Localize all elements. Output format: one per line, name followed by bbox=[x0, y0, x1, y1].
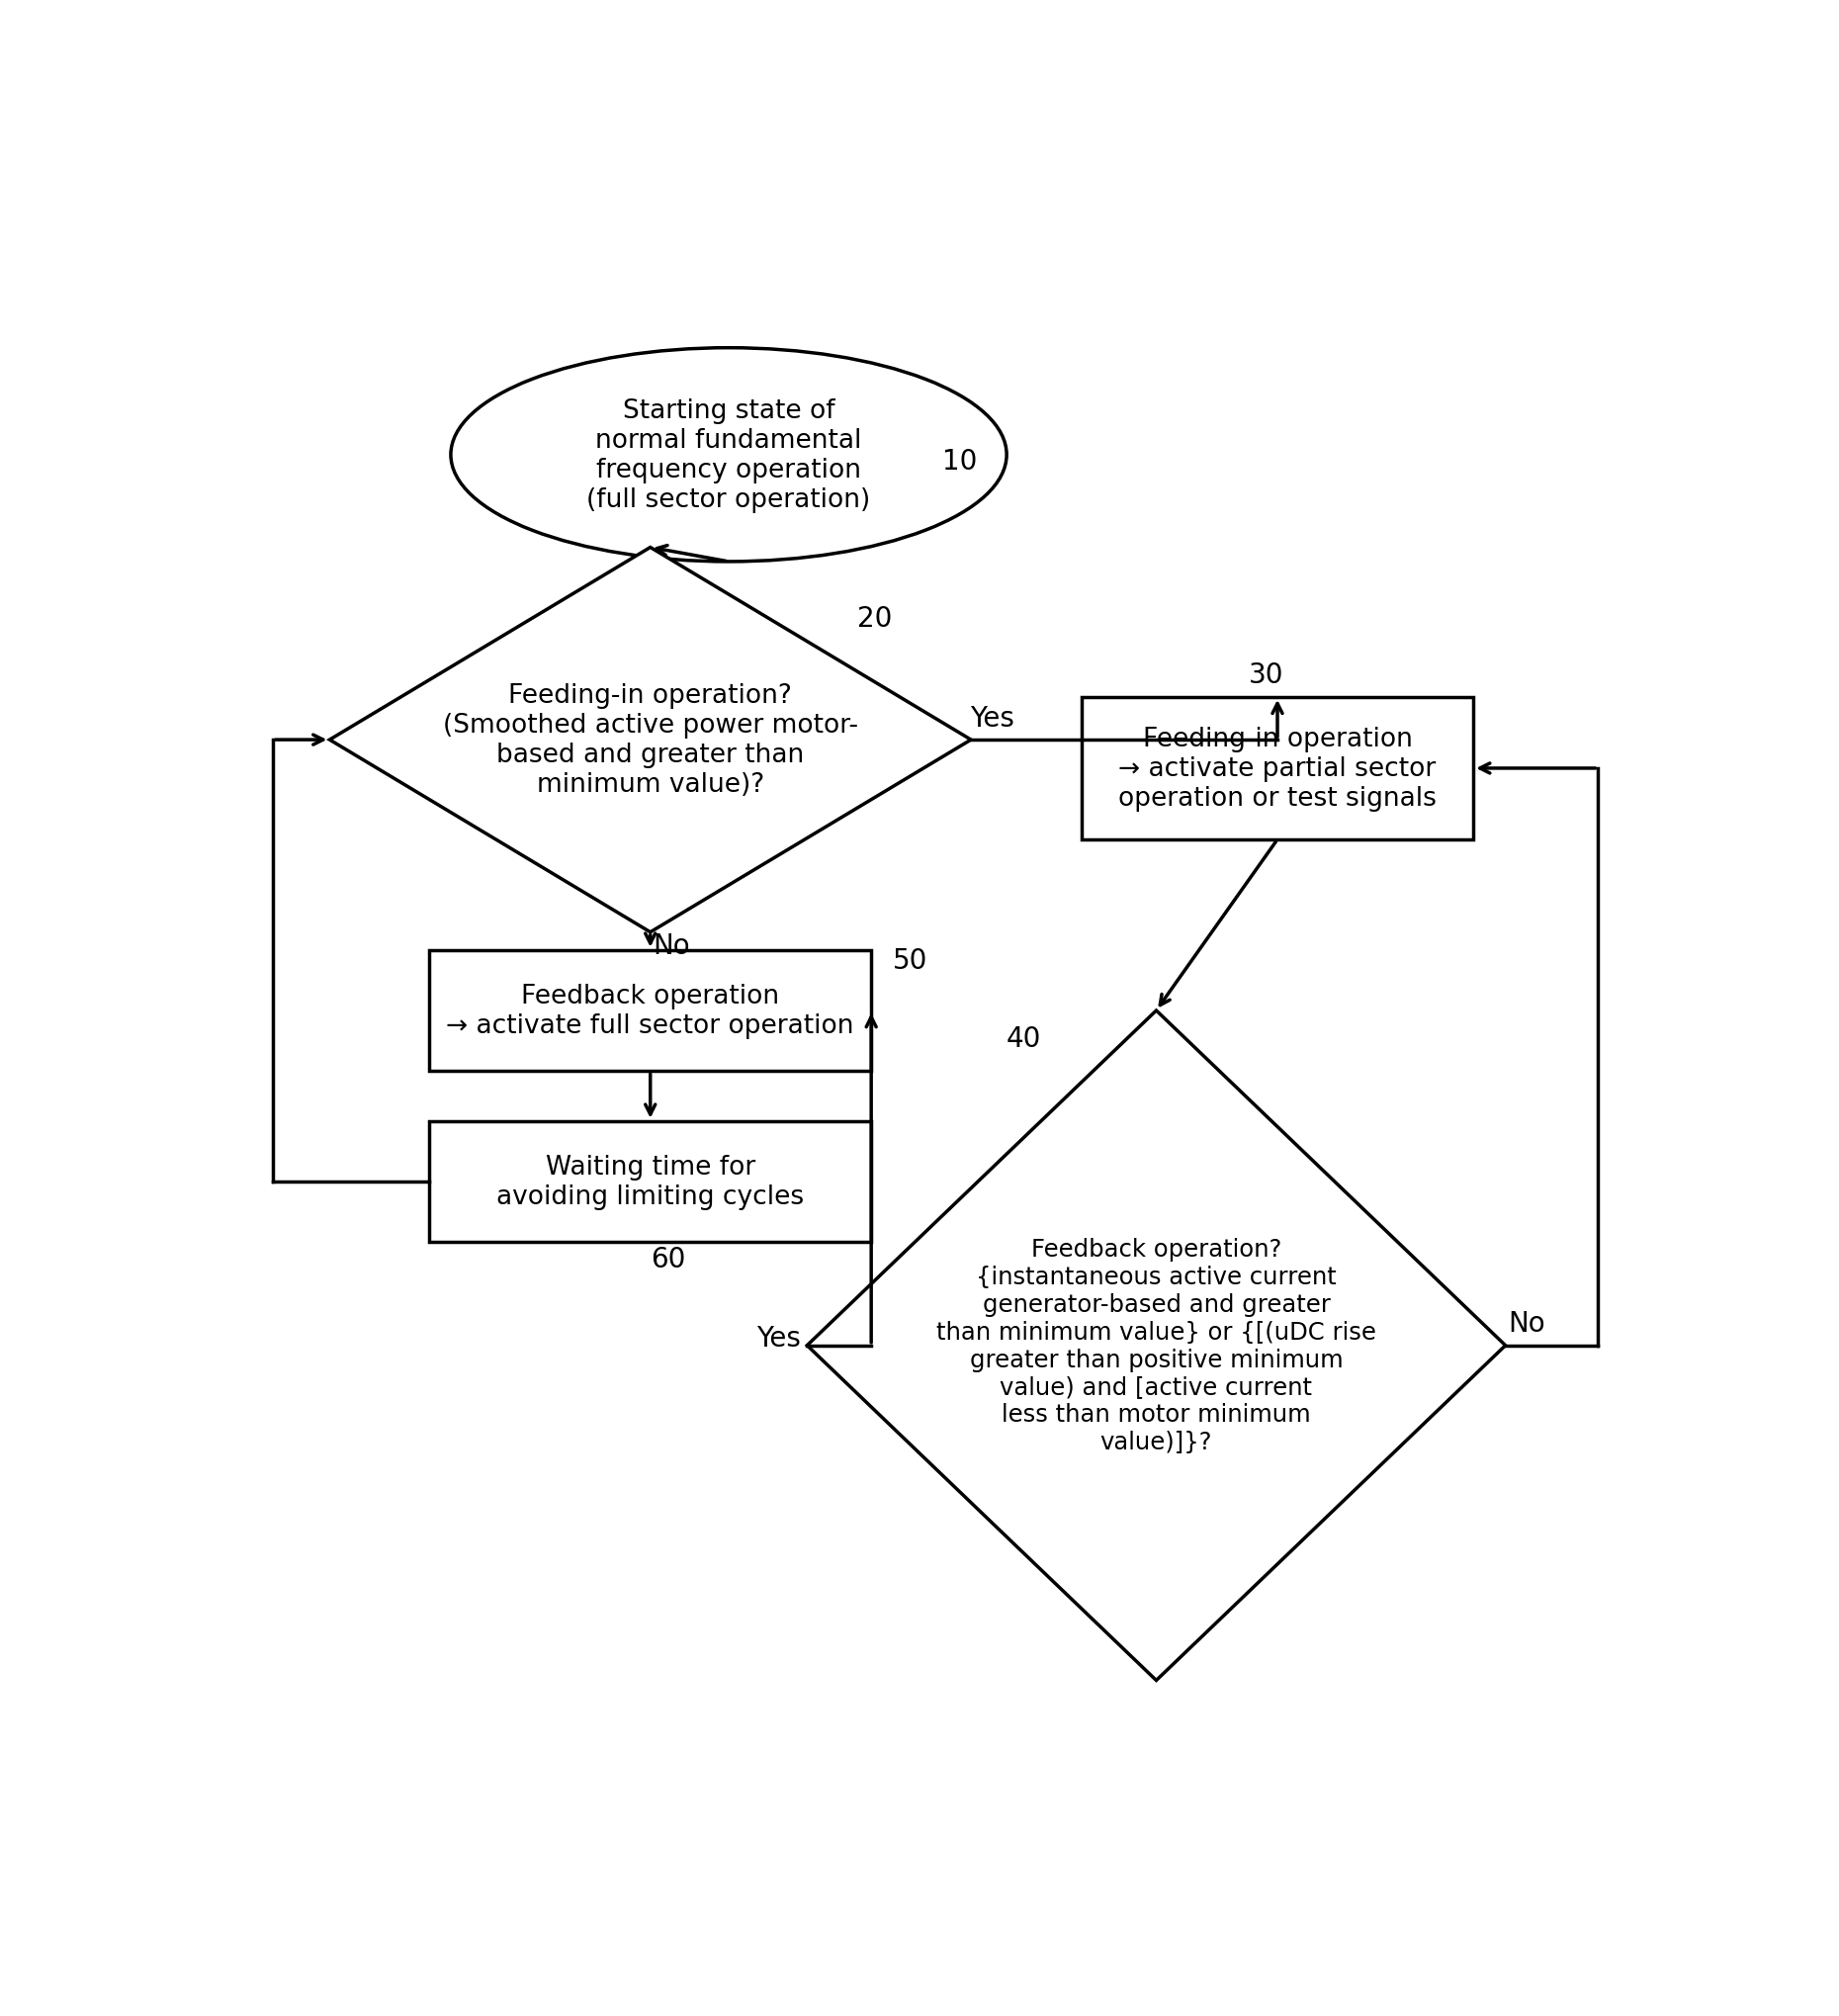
Bar bbox=[1081, 698, 1473, 841]
Bar bbox=[428, 950, 872, 1070]
Polygon shape bbox=[329, 548, 971, 933]
Text: 50: 50 bbox=[892, 946, 927, 974]
Text: No: No bbox=[653, 931, 690, 960]
Text: Waiting time for
avoiding limiting cycles: Waiting time for avoiding limiting cycle… bbox=[497, 1155, 804, 1210]
Text: 60: 60 bbox=[651, 1246, 686, 1274]
Text: Feeding-in operation
→ activate partial sector
operation or test signals: Feeding-in operation → activate partial … bbox=[1118, 726, 1436, 810]
Text: Feeding-in operation?
(Smoothed active power motor-
based and greater than
minim: Feeding-in operation? (Smoothed active p… bbox=[443, 683, 859, 798]
Text: 10: 10 bbox=[942, 448, 978, 476]
Bar bbox=[428, 1121, 872, 1242]
Ellipse shape bbox=[451, 349, 1006, 562]
Text: Starting state of
normal fundamental
frequency operation
(full sector operation): Starting state of normal fundamental fre… bbox=[587, 397, 870, 512]
Text: Yes: Yes bbox=[971, 704, 1015, 732]
Text: Yes: Yes bbox=[756, 1325, 800, 1351]
Text: 40: 40 bbox=[1006, 1024, 1041, 1052]
Text: 30: 30 bbox=[1249, 661, 1284, 689]
Polygon shape bbox=[807, 1010, 1506, 1681]
Text: Feedback operation
→ activate full sector operation: Feedback operation → activate full secto… bbox=[447, 984, 855, 1038]
Text: Feedback operation?
{instantaneous active current
generator-based and greater
th: Feedback operation? {instantaneous activ… bbox=[936, 1238, 1376, 1454]
Text: 20: 20 bbox=[857, 605, 892, 633]
Text: No: No bbox=[1508, 1310, 1545, 1337]
